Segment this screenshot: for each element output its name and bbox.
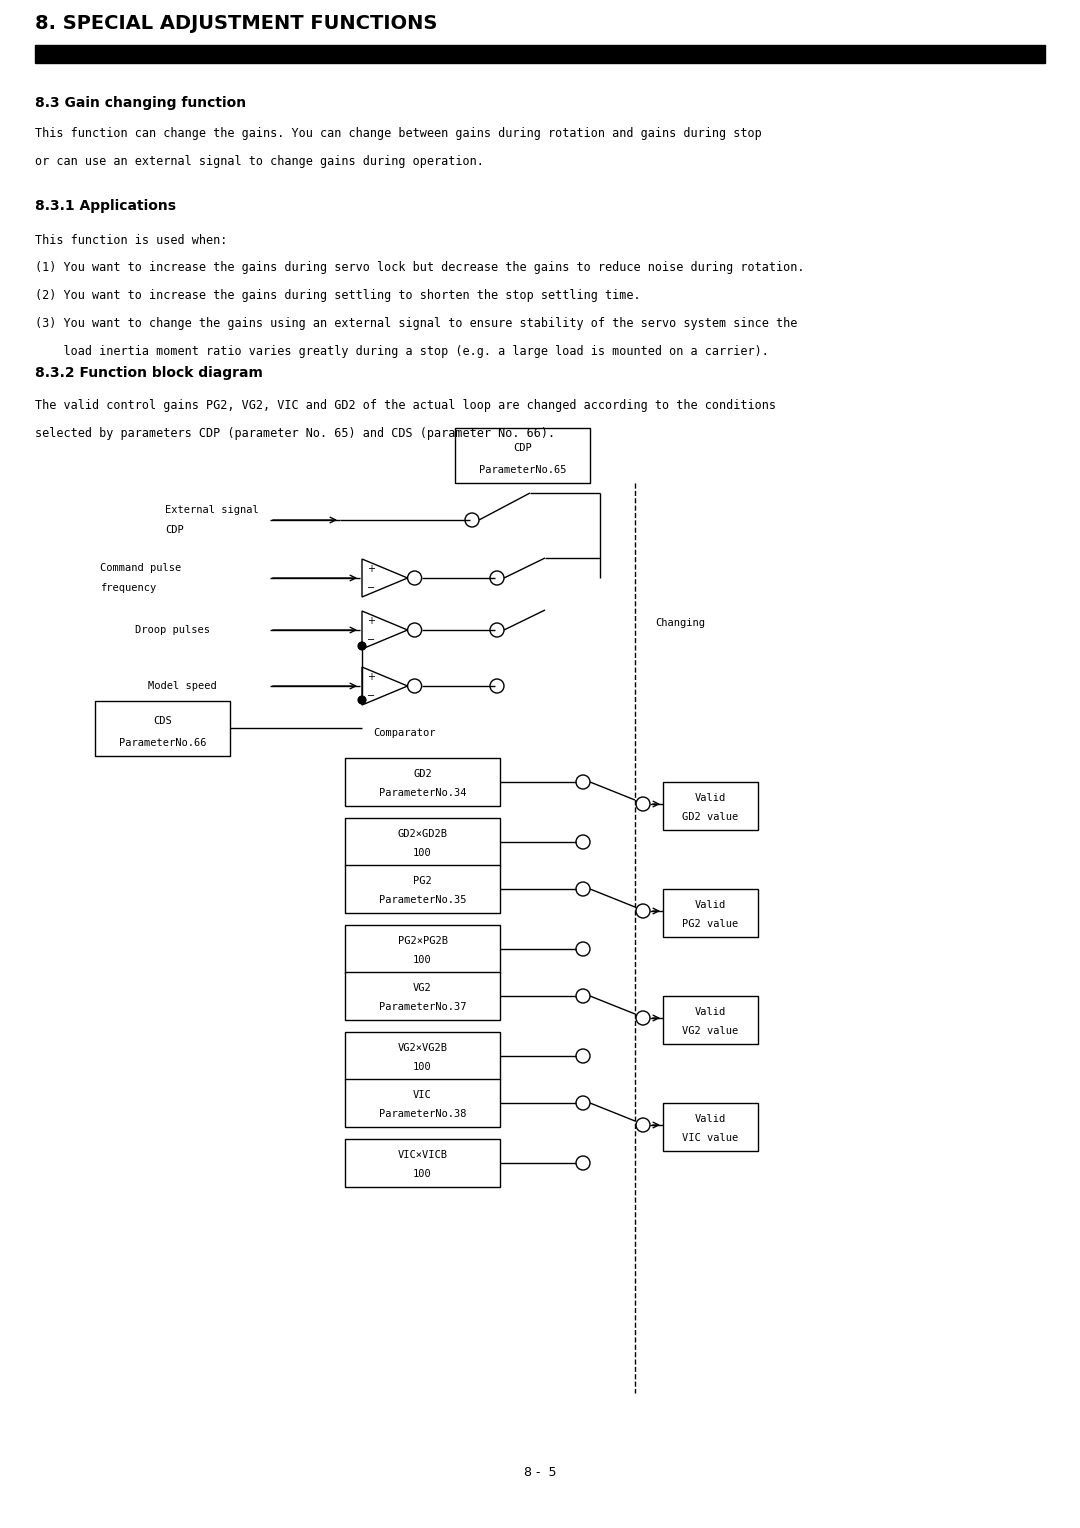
Text: Valid: Valid <box>694 1007 726 1018</box>
Text: 100: 100 <box>414 1062 432 1073</box>
FancyBboxPatch shape <box>663 996 758 1044</box>
Text: CDP: CDP <box>165 526 184 535</box>
Text: VG2 value: VG2 value <box>683 1025 739 1036</box>
Text: (3) You want to change the gains using an external signal to ensure stability of: (3) You want to change the gains using a… <box>35 318 797 330</box>
FancyBboxPatch shape <box>95 701 230 756</box>
Circle shape <box>359 697 365 703</box>
FancyBboxPatch shape <box>455 428 590 483</box>
Text: frequency: frequency <box>100 584 157 593</box>
FancyBboxPatch shape <box>663 1103 758 1151</box>
FancyBboxPatch shape <box>345 758 500 805</box>
Text: Changing: Changing <box>654 617 705 628</box>
Text: Comparator: Comparator <box>374 727 436 738</box>
Text: 8 -  5: 8 - 5 <box>524 1467 556 1479</box>
Text: −: − <box>367 691 375 700</box>
Text: 100: 100 <box>414 1169 432 1180</box>
FancyBboxPatch shape <box>345 1079 500 1128</box>
Text: ParameterNo.35: ParameterNo.35 <box>379 895 467 905</box>
FancyBboxPatch shape <box>345 924 500 973</box>
Text: GD2 value: GD2 value <box>683 811 739 822</box>
Text: load inertia moment ratio varies greatly during a stop (e.g. a large load is mou: load inertia moment ratio varies greatly… <box>35 345 769 359</box>
Text: ParameterNo.66: ParameterNo.66 <box>119 738 206 749</box>
FancyBboxPatch shape <box>663 782 758 830</box>
Text: VIC: VIC <box>414 1089 432 1100</box>
Text: This function can change the gains. You can change between gains during rotation: This function can change the gains. You … <box>35 127 761 139</box>
Text: +: + <box>367 616 375 625</box>
Text: VG2×VG2B: VG2×VG2B <box>397 1044 447 1053</box>
Text: selected by parameters CDP (parameter No. 65) and CDS (parameter No. 66).: selected by parameters CDP (parameter No… <box>35 428 555 440</box>
Text: Valid: Valid <box>694 793 726 804</box>
FancyBboxPatch shape <box>345 817 500 866</box>
Text: +: + <box>367 564 375 573</box>
Text: 8.3 Gain changing function: 8.3 Gain changing function <box>35 96 246 110</box>
FancyBboxPatch shape <box>345 1031 500 1080</box>
Text: Command pulse: Command pulse <box>100 562 181 573</box>
Text: +: + <box>367 671 375 681</box>
FancyBboxPatch shape <box>345 972 500 1021</box>
Circle shape <box>359 642 365 649</box>
Text: 100: 100 <box>414 955 432 966</box>
Text: −: − <box>367 582 375 593</box>
Text: 8. SPECIAL ADJUSTMENT FUNCTIONS: 8. SPECIAL ADJUSTMENT FUNCTIONS <box>35 14 437 34</box>
Text: VG2: VG2 <box>414 983 432 993</box>
FancyBboxPatch shape <box>663 889 758 937</box>
Text: External signal: External signal <box>165 504 259 515</box>
Text: 100: 100 <box>414 848 432 859</box>
Text: VIC value: VIC value <box>683 1132 739 1143</box>
Text: CDS: CDS <box>153 717 172 726</box>
Text: PG2 value: PG2 value <box>683 918 739 929</box>
Text: The valid control gains PG2, VG2, VIC and GD2 of the actual loop are changed acc: The valid control gains PG2, VG2, VIC an… <box>35 399 777 413</box>
Text: ParameterNo.34: ParameterNo.34 <box>379 788 467 798</box>
Text: −: − <box>367 634 375 645</box>
Text: Valid: Valid <box>694 1114 726 1125</box>
Text: PG2×PG2B: PG2×PG2B <box>397 937 447 946</box>
Bar <box>35 44 1045 63</box>
Text: 8.3.2 Function block diagram: 8.3.2 Function block diagram <box>35 367 262 380</box>
Text: GD2: GD2 <box>414 769 432 779</box>
FancyBboxPatch shape <box>345 865 500 914</box>
Text: Valid: Valid <box>694 900 726 911</box>
Text: This function is used when:: This function is used when: <box>35 234 228 246</box>
Text: PG2: PG2 <box>414 876 432 886</box>
Text: (2) You want to increase the gains during settling to shorten the stop settling : (2) You want to increase the gains durin… <box>35 289 640 303</box>
FancyBboxPatch shape <box>345 1138 500 1187</box>
Text: or can use an external signal to change gains during operation.: or can use an external signal to change … <box>35 154 484 168</box>
Text: ParameterNo.38: ParameterNo.38 <box>379 1109 467 1118</box>
Text: ParameterNo.37: ParameterNo.37 <box>379 1002 467 1012</box>
Text: Model speed: Model speed <box>148 681 217 691</box>
Text: CDP: CDP <box>513 443 531 452</box>
Text: ParameterNo.65: ParameterNo.65 <box>478 465 566 475</box>
Text: 8.3.1 Applications: 8.3.1 Applications <box>35 199 176 212</box>
Text: VIC×VICB: VIC×VICB <box>397 1151 447 1160</box>
Text: (1) You want to increase the gains during servo lock but decrease the gains to r: (1) You want to increase the gains durin… <box>35 261 805 275</box>
Text: GD2×GD2B: GD2×GD2B <box>397 830 447 839</box>
Text: Droop pulses: Droop pulses <box>135 625 210 636</box>
